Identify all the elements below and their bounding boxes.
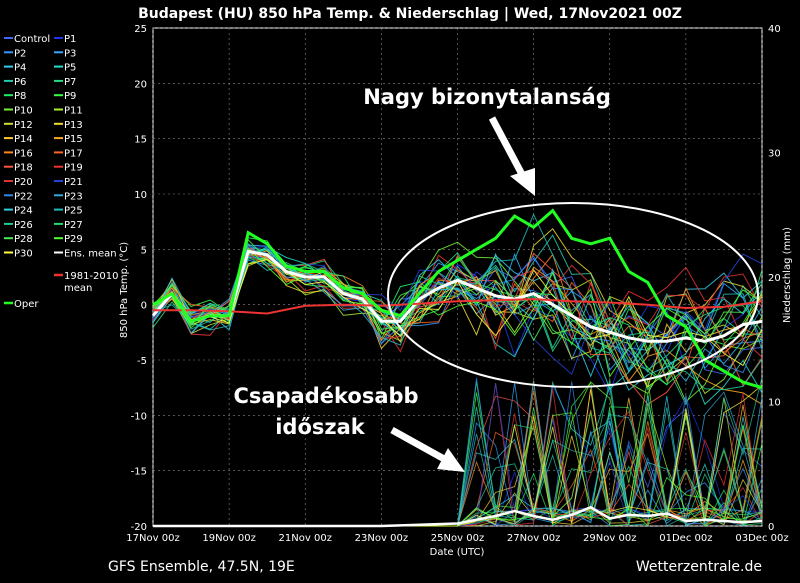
x-tick-label: 27Nov 00z: [507, 533, 560, 544]
y2-tick-label: 20: [768, 273, 781, 284]
legend-label: P4: [14, 63, 26, 74]
oper-line: [152, 208, 763, 390]
wetter-arrow: [390, 426, 465, 472]
legend-label: P9: [64, 91, 76, 102]
ensemble-member-line: [152, 247, 763, 378]
legend-label: P23: [64, 191, 83, 202]
y2-axis-label: Niederschlag (mm): [782, 227, 793, 323]
ensemble-member-line: [152, 244, 763, 372]
y2-tick-label: 40: [768, 24, 781, 35]
legend-label: P27: [64, 220, 83, 231]
legend-label-climatology: 1981-2010: [64, 271, 119, 282]
legend-label: P11: [64, 106, 83, 117]
legend-label: P29: [64, 234, 83, 245]
ensemble-member-line: [152, 213, 763, 371]
legend-label: P28: [14, 234, 33, 245]
footer-model-info: GFS Ensemble, 47.5N, 19E: [108, 559, 295, 575]
y-axis-label: 850 hPa Temp. (°C): [119, 242, 130, 338]
y-tick-label: -5: [137, 356, 147, 367]
ensemble-member-line: [152, 253, 763, 391]
y-tick-label: 25: [134, 24, 147, 35]
y2-tick-label: 30: [768, 149, 781, 160]
legend-label-oper: Oper: [14, 299, 39, 310]
y-tick-label: 15: [134, 135, 147, 146]
legend-label: P14: [14, 134, 33, 145]
legend-label: Control: [14, 34, 50, 45]
x-tick-label: 17Nov 00z: [126, 533, 179, 544]
y2-tick-label: 10: [768, 398, 781, 409]
y-tick-label: -15: [131, 467, 147, 478]
y-tick-label: -20: [131, 522, 147, 533]
legend-label: P7: [64, 77, 76, 88]
annotations: Nagy bizonytalanság Csapadékosabb idősza…: [233, 85, 759, 472]
y-tick-label: 5: [141, 245, 147, 256]
legend-label: P6: [14, 77, 26, 88]
chart-title: Budapest (HU) 850 hPa Temp. & Niederschl…: [138, 6, 682, 22]
precip-mean-line: [153, 505, 763, 528]
legend-label: P13: [64, 120, 83, 131]
legend-label: P15: [64, 134, 83, 145]
x-tick-label: 23Nov 00z: [355, 533, 408, 544]
x-tick-label: 03Dec 00z: [735, 533, 788, 544]
legend-label: P8: [14, 91, 26, 102]
footer-source: Wetterzentrale.de: [636, 559, 762, 575]
y-tick-label: 0: [141, 301, 147, 312]
ensemble-member-line: [152, 243, 763, 383]
legend-label: P10: [14, 106, 33, 117]
legend-label: P30: [14, 249, 33, 260]
legend-label: P20: [14, 177, 33, 188]
legend: Control P1 P2 P3 P4 P5 P6 P7 P8 P9 P10 P11 P12 P13 P14…: [4, 34, 119, 310]
y-tick-label: 20: [134, 79, 147, 90]
uncertainty-arrow: [488, 116, 535, 196]
uncertainty-ellipse: [387, 202, 759, 388]
ensemble-member-line: [152, 237, 763, 359]
y2-tick-label: 0: [768, 522, 774, 533]
grid: [152, 27, 763, 527]
legend-label: P17: [64, 148, 83, 159]
legend-label: P18: [14, 163, 33, 174]
legend-label: P25: [64, 206, 83, 217]
legend-label: P22: [14, 191, 33, 202]
legend-label: P16: [14, 148, 33, 159]
legend-label: P19: [64, 163, 83, 174]
highlighted-series: [151, 208, 763, 390]
wetter-label-line2: időszak: [275, 415, 366, 439]
precipitation-bars: [153, 377, 763, 528]
x-tick-label: 19Nov 00z: [202, 533, 255, 544]
ensemble-member-line: [152, 246, 763, 376]
ens-mean-line: [151, 249, 763, 343]
x-tick-label: 01Dec 00z: [659, 533, 712, 544]
legend-label: P21: [64, 177, 83, 188]
uncertainty-label: Nagy bizonytalanság: [363, 85, 611, 109]
wetter-label-line1: Csapadékosabb: [233, 384, 418, 408]
x-tick-label: 29Nov 00z: [583, 533, 636, 544]
legend-label: P24: [14, 206, 33, 217]
y-tick-label: -10: [131, 411, 147, 422]
legend-label: P5: [64, 63, 76, 74]
x-axis-label: Date (UTC): [430, 547, 485, 558]
x-tick-label: 25Nov 00z: [431, 533, 484, 544]
x-tick-label: 21Nov 00z: [279, 533, 332, 544]
legend-label: P12: [14, 120, 33, 131]
legend-label-climatology-2: mean: [64, 283, 92, 294]
y-tick-label: 10: [134, 190, 147, 201]
legend-label: P26: [14, 220, 33, 231]
legend-label: P3: [64, 48, 76, 59]
legend-label: P2: [14, 48, 26, 59]
legend-label: P1: [64, 34, 76, 45]
legend-label: Ens. mean: [64, 249, 117, 260]
